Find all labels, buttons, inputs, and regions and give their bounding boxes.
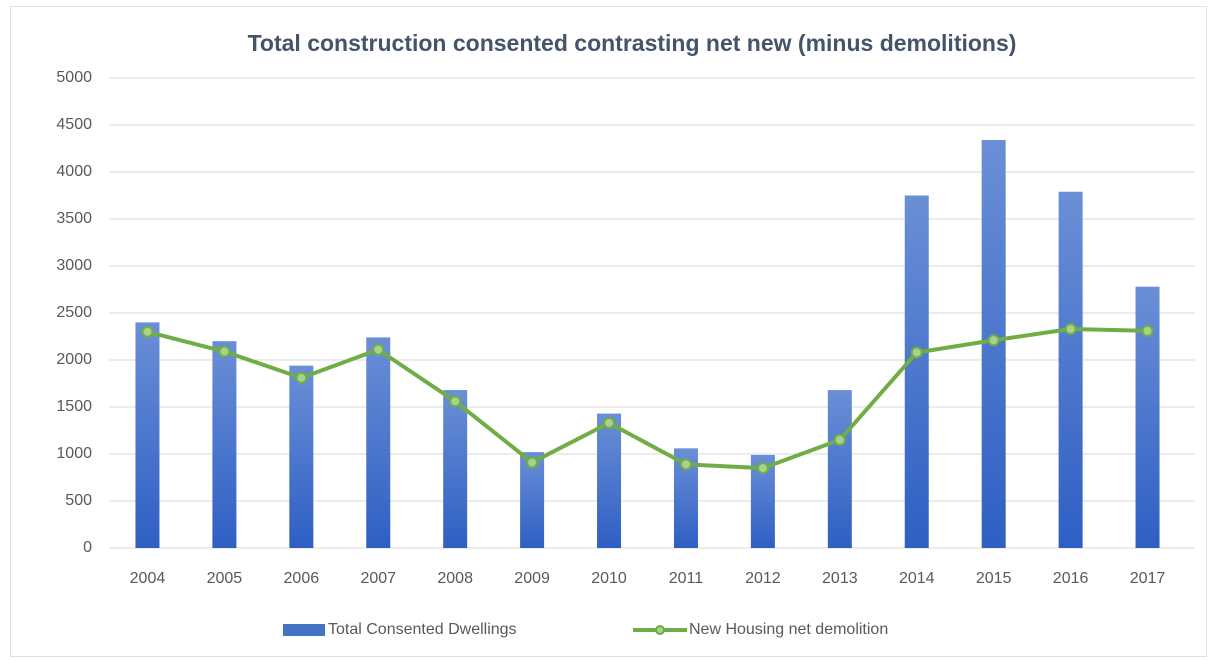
y-tick-label: 2000 (56, 351, 92, 368)
line-marker (987, 334, 1000, 347)
x-tick-label: 2014 (899, 570, 935, 587)
x-tick-label: 2012 (745, 570, 781, 587)
line-marker (449, 395, 462, 408)
bar (289, 365, 314, 548)
bar (827, 390, 852, 548)
bar (212, 341, 237, 548)
x-tick-label: 2010 (591, 570, 627, 587)
chart-border (10, 6, 1207, 657)
x-tick-label: 2006 (284, 570, 320, 587)
y-tick-label: 500 (65, 492, 92, 509)
bar (366, 337, 391, 548)
y-tick-label: 2500 (56, 304, 92, 321)
bar (135, 322, 160, 548)
line-marker (756, 462, 769, 475)
y-tick-label: 3500 (56, 210, 92, 227)
legend-label: New Housing net demolition (689, 621, 888, 638)
y-tick-label: 4500 (56, 116, 92, 133)
y-tick-label: 4000 (56, 163, 92, 180)
chart-title: Total construction consented contrasting… (248, 30, 1017, 56)
x-tick-label: 2009 (514, 570, 550, 587)
x-tick-label: 2011 (669, 570, 704, 587)
line-marker (603, 416, 616, 429)
y-tick-label: 1000 (56, 445, 92, 462)
line-marker (218, 345, 231, 358)
x-tick-label: 2017 (1130, 570, 1166, 587)
x-tick-label: 2013 (822, 570, 858, 587)
line-marker (679, 458, 692, 471)
line-marker (910, 346, 923, 359)
line-marker (833, 433, 846, 446)
line-marker (372, 343, 385, 356)
line-marker (526, 456, 539, 469)
line-marker (1141, 324, 1154, 337)
x-tick-label: 2007 (360, 570, 396, 587)
y-tick-label: 0 (83, 539, 92, 556)
legend-swatch-marker (655, 625, 665, 635)
y-tick-label: 1500 (56, 398, 92, 415)
x-tick-label: 2016 (1053, 570, 1089, 587)
legend-swatch (283, 624, 325, 636)
bar (1058, 191, 1083, 549)
x-tick-label: 2008 (437, 570, 473, 587)
line (146, 326, 1148, 471)
y-tick-label: 3000 (56, 257, 92, 274)
bar (597, 413, 622, 548)
legend-label: Total Consented Dwellings (328, 621, 517, 638)
bar (904, 195, 929, 548)
line-marker (141, 325, 154, 338)
line-marker (295, 371, 308, 384)
x-tick-label: 2005 (207, 570, 243, 587)
y-tick-label: 5000 (56, 69, 92, 86)
x-tick-label: 2004 (130, 570, 166, 587)
x-tick-label: 2015 (976, 570, 1012, 587)
line-marker (1064, 322, 1077, 335)
bar (443, 390, 468, 548)
